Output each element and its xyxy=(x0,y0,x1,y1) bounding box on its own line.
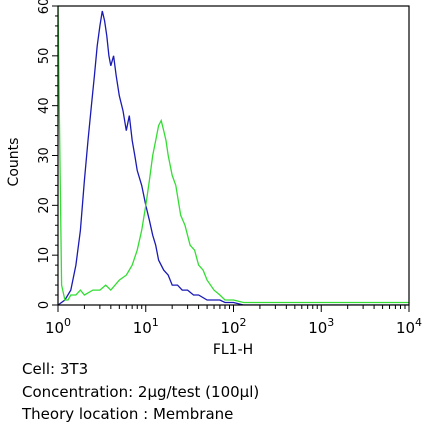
y-tick-label: 10 xyxy=(37,247,52,264)
y-tick-label: 60 xyxy=(37,0,52,14)
caption-concentration: Concentration: 2µg/test (100µl) xyxy=(22,383,260,401)
x-tick-label: 100 xyxy=(45,316,71,337)
plot-frame xyxy=(57,5,410,306)
series-line-green xyxy=(58,6,409,304)
y-tick-label: 0 xyxy=(37,301,52,309)
x-tick-label: 101 xyxy=(133,316,159,337)
y-tick-label: 40 xyxy=(37,97,52,114)
y-tick-label: 50 xyxy=(37,48,52,65)
caption-cell: Cell: 3T3 xyxy=(22,360,89,378)
x-tick-label: 102 xyxy=(220,316,246,337)
x-tick-label: 104 xyxy=(396,316,422,337)
flow-cytometry-histogram: 100 101 102 103 104 0 10 20 30 40 50 60 FL1-H Coun… xyxy=(6,0,422,358)
x-axis-label: FL1-H xyxy=(213,342,253,358)
series-line-blue xyxy=(58,10,409,305)
caption-location: Theory location : Membrane xyxy=(22,405,234,423)
y-tick-label: 30 xyxy=(37,147,52,164)
series-group xyxy=(58,6,409,305)
y-tick-label: 20 xyxy=(37,197,52,214)
y-axis-label: Counts xyxy=(6,138,22,187)
x-tick-label: 103 xyxy=(308,316,334,337)
plot-area xyxy=(58,6,409,305)
x-axis-ticks: 100 101 102 103 104 xyxy=(45,305,422,337)
y-axis-ticks: 0 10 20 30 40 50 60 xyxy=(37,0,58,309)
